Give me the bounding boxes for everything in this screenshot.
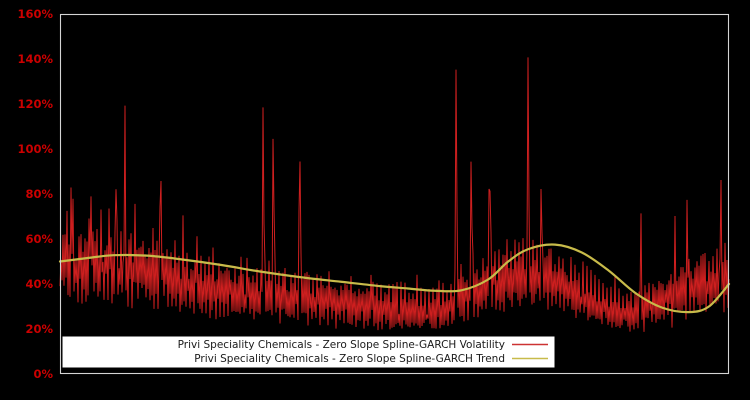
y-axis-tick-40%: 40% [25, 277, 53, 291]
y-axis-tick-labels: 0% 20% 40% 60% 80% 100% 120% 140% 160% [17, 7, 53, 381]
series-layer [58, 57, 731, 332]
trend-series-line [58, 243, 731, 314]
plot-frame-border [59, 13, 730, 375]
y-axis-tick-20%: 20% [25, 322, 53, 336]
y-axis-tick-160%: 160% [17, 7, 53, 21]
y-axis-tick-0%: 0% [33, 367, 53, 381]
y-axis-tick-80%: 80% [25, 187, 53, 201]
y-axis-tick-60%: 60% [25, 232, 53, 246]
y-axis-tick-140%: 140% [17, 52, 53, 66]
chart-legend: Privi Speciality Chemicals - Zero Slope … [62, 336, 555, 368]
legend-label-volatility: Privi Speciality Chemicals - Zero Slope … [178, 339, 505, 351]
y-axis-tick-120%: 120% [17, 97, 53, 111]
legend-background [62, 336, 555, 368]
y-axis-tick-100%: 100% [17, 142, 53, 156]
legend-label-trend: Privi Speciality Chemicals - Zero Slope … [194, 353, 505, 365]
volatility-series-line [59, 57, 730, 332]
